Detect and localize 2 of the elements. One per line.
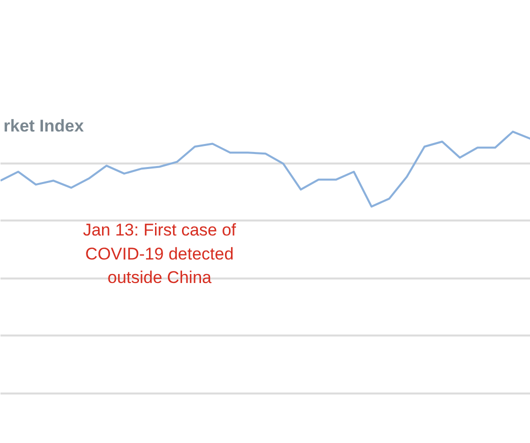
chart-title: rket Index [4,116,84,136]
annotation: Jan 13: First case of COVID-19 detected outside China [82,220,236,288]
